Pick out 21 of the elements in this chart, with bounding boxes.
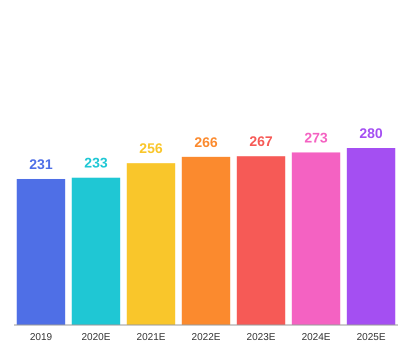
x-tick-label: 2019: [30, 332, 53, 343]
data-label: 233: [84, 154, 108, 171]
bar: [182, 156, 230, 325]
x-tick-label: 2024E: [302, 332, 331, 343]
x-tick-label: 2025E: [356, 332, 386, 343]
data-label: 267: [249, 133, 273, 150]
data-label: 280: [359, 125, 383, 141]
data-label: 256: [139, 140, 163, 156]
x-tick-label: 2021E: [136, 332, 166, 343]
data-label: 231: [29, 156, 53, 172]
bar: [346, 148, 396, 325]
x-tick-label: 2022E: [192, 332, 221, 343]
data-label: 266: [194, 134, 218, 150]
x-tick-label: 2023E: [246, 332, 276, 343]
bar: [126, 163, 176, 325]
bar: [16, 178, 66, 325]
x-tick-label: 2020E: [82, 332, 111, 343]
bar: [292, 152, 340, 325]
bar: [236, 156, 286, 325]
data-label: 273: [304, 129, 328, 146]
bar: [72, 178, 120, 325]
